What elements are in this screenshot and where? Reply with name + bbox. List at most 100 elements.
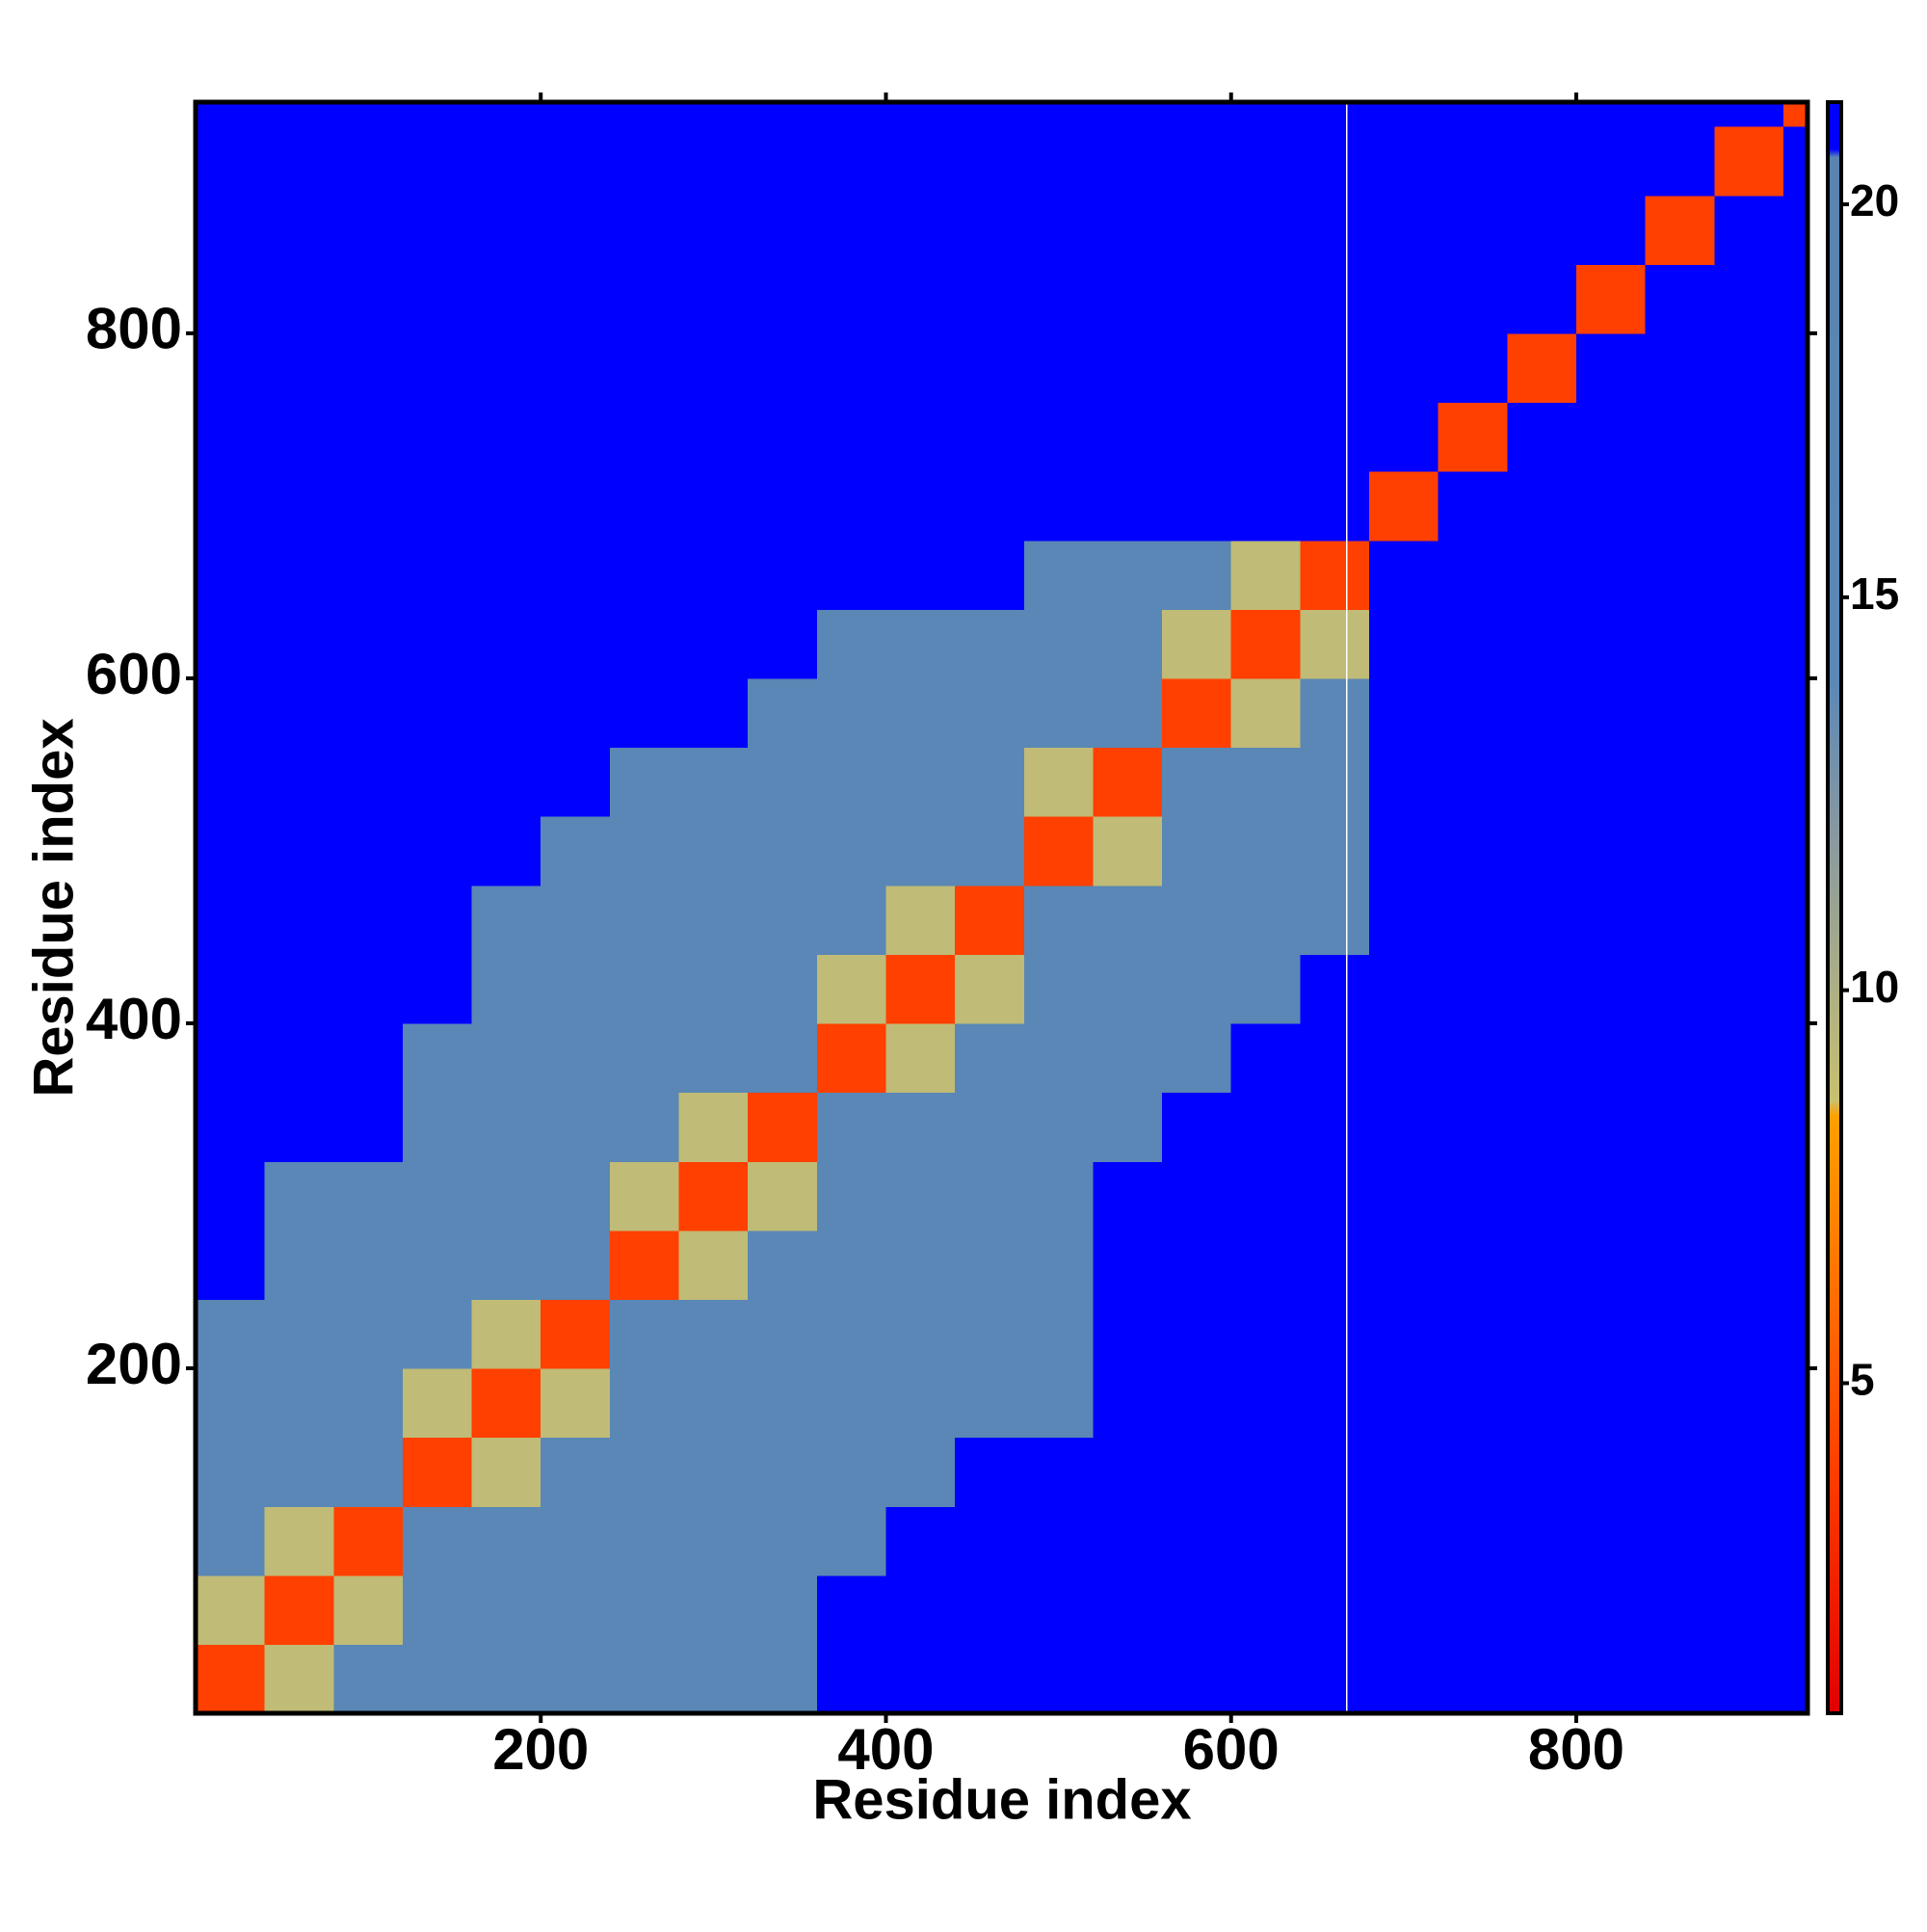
heatmap-cell <box>1782 264 1808 334</box>
heatmap-cell <box>1507 1575 1577 1645</box>
heatmap-cell <box>1230 195 1301 265</box>
heatmap-cell <box>1714 677 1784 749</box>
heatmap-cell <box>816 1367 887 1439</box>
heatmap-cell <box>1230 332 1301 404</box>
heatmap-cell <box>402 195 473 265</box>
heatmap-cell <box>678 264 749 334</box>
heatmap-cell <box>678 1575 749 1645</box>
heatmap-cell <box>1782 1299 1808 1369</box>
heatmap-cell <box>1162 1506 1232 1576</box>
heatmap-cell <box>1300 747 1370 817</box>
heatmap-cell <box>748 954 818 1024</box>
heatmap-cell <box>1093 954 1163 1024</box>
heatmap-cell <box>402 954 473 1024</box>
heatmap-cell <box>1507 1230 1577 1300</box>
heatmap-cell <box>1782 816 1808 887</box>
heatmap-cell <box>1300 609 1370 679</box>
heatmap-cell <box>264 332 334 404</box>
heatmap-cell <box>955 402 1025 472</box>
heatmap-cell <box>402 264 473 334</box>
heatmap-cell <box>1230 677 1301 749</box>
heatmap-cell <box>1300 471 1370 542</box>
heatmap-cell <box>402 1575 473 1645</box>
heatmap-cell <box>1023 1022 1095 1094</box>
heatmap-cell <box>1023 1506 1095 1576</box>
heatmap-cell <box>1230 402 1301 472</box>
heatmap-cell <box>1782 402 1808 472</box>
heatmap-cell <box>678 816 749 887</box>
heatmap-cell <box>1782 1506 1808 1576</box>
heatmap-cell <box>471 1092 541 1162</box>
heatmap-cell <box>1023 1161 1095 1231</box>
heatmap-cell <box>1162 1299 1232 1369</box>
heatmap-cell <box>541 195 611 265</box>
heatmap-cell <box>609 102 680 127</box>
heatmap-cell <box>1714 1230 1784 1300</box>
heatmap-cell <box>541 102 611 127</box>
heatmap-cell <box>1162 954 1232 1024</box>
heatmap-cell <box>1782 885 1808 955</box>
heatmap-cell <box>816 264 887 334</box>
heatmap-cell <box>1369 471 1439 542</box>
heatmap-cell <box>471 1644 541 1714</box>
plot-frame <box>193 99 1810 1716</box>
heatmap-cell <box>885 1367 956 1439</box>
heatmap-cell <box>955 609 1025 679</box>
heatmap-cell <box>1645 609 1715 679</box>
heatmap-cell <box>955 1506 1025 1576</box>
heatmap-cell <box>1369 402 1439 472</box>
heatmap-cell <box>333 126 404 197</box>
heatmap-cell <box>264 677 334 749</box>
heatmap-cell <box>609 816 680 887</box>
heatmap-cell <box>402 1022 473 1094</box>
heatmap-cell <box>1093 885 1163 955</box>
heatmap-cell <box>1782 1092 1808 1162</box>
heatmap-cell <box>1645 885 1715 955</box>
heatmap-cell <box>885 402 956 472</box>
heatmap-cell <box>609 1161 680 1231</box>
heatmap-cell <box>1023 954 1095 1024</box>
heatmap-cell <box>1230 1022 1301 1094</box>
heatmap-cell <box>816 540 887 610</box>
heatmap-cell <box>402 471 473 542</box>
heatmap-cell <box>678 1161 749 1231</box>
heatmap-cell <box>885 1644 956 1714</box>
heatmap-cell <box>1645 1230 1715 1300</box>
heatmap-cell <box>748 609 818 679</box>
heatmap-cell <box>748 1575 818 1645</box>
heatmap-cell <box>1645 1506 1715 1576</box>
heatmap-cell <box>816 1299 887 1369</box>
heatmap-cell <box>541 1299 611 1369</box>
heatmap-cell <box>748 1644 818 1714</box>
heatmap-cell <box>1093 1367 1163 1439</box>
heatmap-cell <box>1507 332 1577 404</box>
heatmap-cell <box>196 885 266 955</box>
heatmap-cell <box>1782 126 1808 197</box>
heatmap-cell <box>678 1299 749 1369</box>
heatmap-cell <box>1575 677 1647 749</box>
heatmap-cell <box>609 126 680 197</box>
heatmap-cell <box>885 1437 956 1507</box>
heatmap-cell <box>609 677 680 749</box>
heatmap-cell <box>541 402 611 472</box>
heatmap-cell <box>264 1575 334 1645</box>
heatmap-cell <box>1230 102 1301 127</box>
heatmap-cell <box>333 609 404 679</box>
heatmap-cell <box>1162 677 1232 749</box>
heatmap-cell <box>1369 1575 1439 1645</box>
heatmap-cell <box>1714 540 1784 610</box>
heatmap-cell <box>196 332 266 404</box>
heatmap-cell <box>541 126 611 197</box>
heatmap-cell <box>196 1299 266 1369</box>
heatmap-cell <box>471 816 541 887</box>
heatmap-cell <box>1507 264 1577 334</box>
heatmap-cell <box>1369 540 1439 610</box>
heatmap-cell <box>748 126 818 197</box>
heatmap-cell <box>1575 540 1647 610</box>
heatmap-cell <box>196 609 266 679</box>
heatmap-cell <box>748 885 818 955</box>
heatmap-cell <box>1162 102 1232 127</box>
colorbar-tick-label: 20 <box>1850 175 1899 225</box>
heatmap-cell <box>264 1299 334 1369</box>
heatmap-cell <box>1023 1092 1095 1162</box>
